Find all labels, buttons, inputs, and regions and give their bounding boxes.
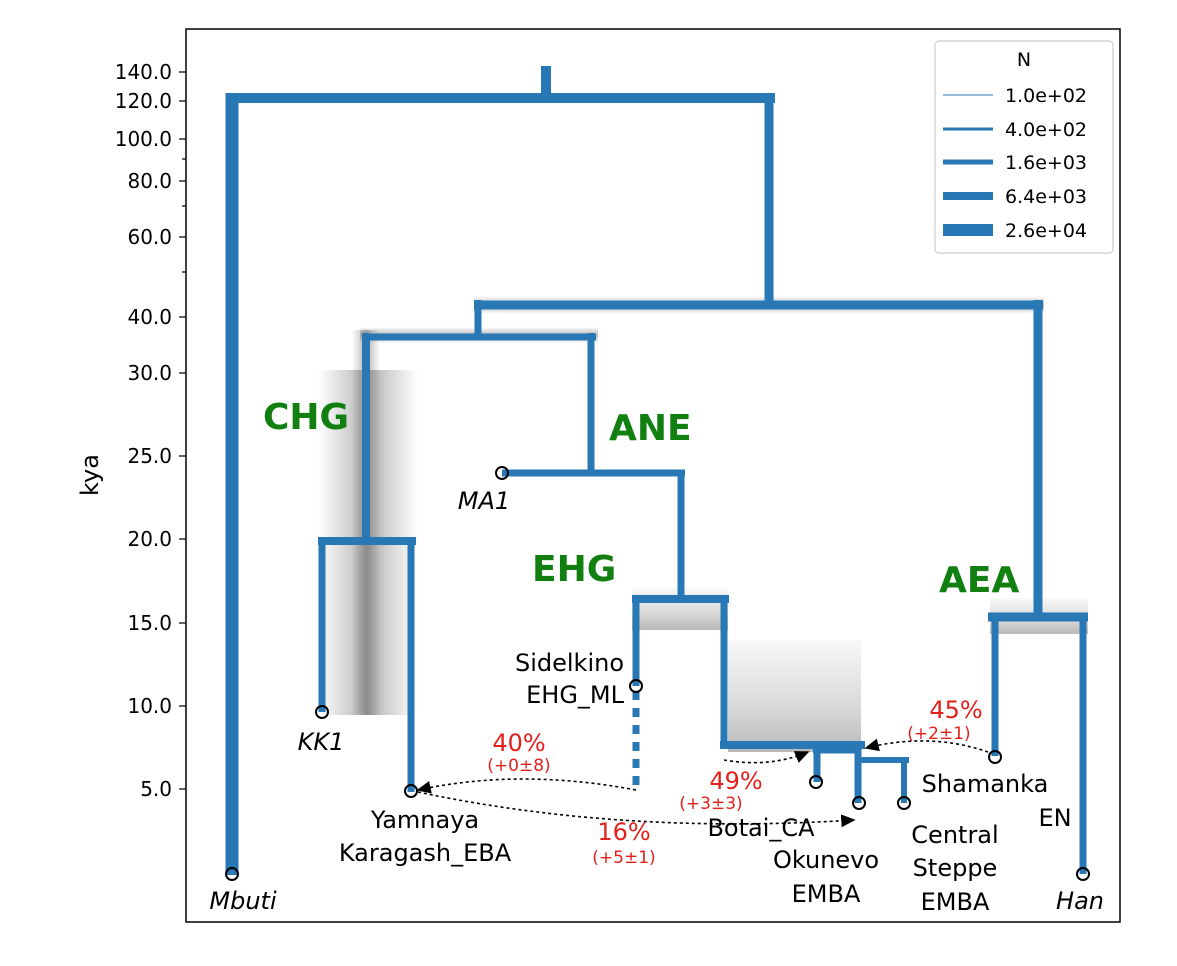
admixture-pct-49: 49% [709,767,762,795]
leaf-label-okunevo: Okunevo [773,846,879,874]
legend-entry: 4.0e+02 [1005,119,1087,141]
tick-label: 5.0 [140,777,172,801]
clade-label-chg: CHG [263,397,349,438]
admixture-labels: 40% (+0±8) 16% (+5±1) 49% (+3±3) 45% (+2… [487,696,982,868]
legend-title: N [1017,49,1031,71]
leaf-label-karagash: Karagash_EBA [339,839,512,867]
leaf-label-yamnaya: Yamnaya [370,806,479,834]
admixture-sub-49: (+3±3) [679,794,742,814]
leaf-label-han: Han [1056,887,1104,915]
sidelkino-marker [629,679,643,693]
leaf-label-shamanka-en: EN [1038,804,1071,832]
botai-marker [809,775,823,789]
clade-label-ehg: EHG [532,549,616,590]
y-axis: 140.0 120.0 100.0 80.0 60.0 40.0 30.0 25… [76,60,186,801]
admixture-pct-16: 16% [597,818,650,846]
y-axis-title: kya [76,454,104,496]
admixture-sub-16: (+5±1) [592,848,655,868]
tick-label: 30.0 [127,361,172,385]
mbuti-marker [225,867,239,881]
tick-label: 20.0 [127,527,172,551]
admixture-sub-40: (+0±8) [487,756,550,776]
tick-label: 10.0 [127,694,172,718]
leaf-label-ma1: MA1 [458,487,510,515]
tick-label: 40.0 [127,305,172,329]
leaf-label-ehg-ml: EHG_ML [526,681,625,709]
central-steppe-marker [897,796,911,810]
plot-frame [185,28,1121,923]
tick-label: 60.0 [127,225,172,249]
clade-labels: CHG ANE EHG AEA [263,397,1019,601]
tick-label: 80.0 [127,169,172,193]
legend-entry: 2.6e+04 [1005,220,1087,242]
tree-branches [225,66,1088,875]
admixture-pct-40: 40% [492,729,545,757]
leaf-label-steppe: Steppe [913,854,998,882]
legend: N 1.0e+02 4.0e+02 1.6e+03 6.4e+03 2.6e+0… [934,40,1114,254]
admixture-arrow-40 [416,778,637,794]
admixture-arrow-45 [864,738,989,753]
tick-label: 15.0 [127,611,172,635]
han-marker [1076,867,1090,881]
admixture-arrows [416,738,989,828]
tick-label: 100.0 [115,127,172,151]
leaf-label-kk1: KK1 [298,728,345,756]
leaf-label-central-emba: EMBA [921,888,990,916]
legend-entry: 1.0e+02 [1005,85,1087,107]
admixture-arrow-49 [723,751,810,764]
clade-label-ane: ANE [609,408,692,449]
sample-markers [225,466,1090,881]
legend-entry: 1.6e+03 [1005,152,1087,174]
leaf-label-sidelkino: Sidelkino [515,649,624,677]
legend-entry: 6.4e+03 [1005,186,1087,208]
tick-label: 25.0 [127,444,172,468]
leaf-label-central: Central [911,821,998,849]
tick-label: 140.0 [115,60,172,84]
okunevo-marker [852,796,866,810]
leaf-label-botai: Botai_CA [707,814,815,842]
admixture-sub-45: (+2±1) [907,724,970,744]
admixture-pct-45: 45% [929,696,982,724]
tick-label: 120.0 [115,89,172,113]
shamanka-marker [988,750,1002,764]
leaf-labels: Mbuti KK1 Yamnaya Karagash_EBA MA1 Sidel… [209,487,1104,916]
clade-label-aea: AEA [939,560,1019,601]
leaf-label-shamanka: Shamanka [922,770,1049,798]
leaf-label-mbuti: Mbuti [209,887,277,915]
admixture-arrow-16 [417,791,856,828]
ma1-marker [495,466,509,480]
uncertainty-shading [318,296,1088,752]
kk1-marker [315,705,329,719]
leaf-label-okunevo-emba: EMBA [792,880,861,908]
